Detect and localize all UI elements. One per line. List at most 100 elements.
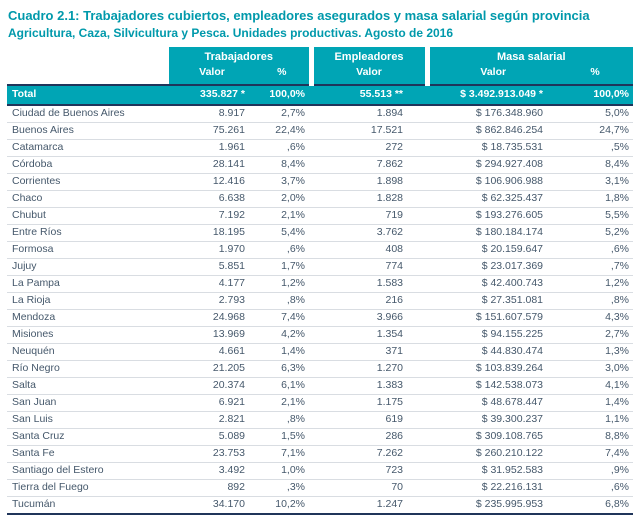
page-subtitle: Agricultura, Caza, Silvicultura y Pesca.… xyxy=(8,25,454,40)
value-cell: 10,2% xyxy=(255,496,312,515)
value-cell: 5,0% xyxy=(557,104,634,123)
value-cell: $ 106.906.988 xyxy=(427,173,558,191)
value-cell: 723 xyxy=(311,462,428,480)
value-cell: ,8% xyxy=(255,411,312,429)
value-cell: 1,2% xyxy=(557,275,634,293)
value-cell: 24.968 xyxy=(169,309,255,327)
value-cell: 408 xyxy=(311,241,428,259)
value-cell: $ 142.538.073 xyxy=(427,377,558,395)
value-cell: 1,0% xyxy=(255,462,312,480)
value-cell: ,8% xyxy=(255,292,312,310)
province-cell: Tierra del Fuego xyxy=(7,479,169,497)
value-cell: 1.970 xyxy=(169,241,255,259)
value-cell: 13.969 xyxy=(169,326,255,344)
value-cell: $ 62.325.437 xyxy=(427,190,558,208)
value-cell: 1,7% xyxy=(255,258,312,276)
value-cell: 2,7% xyxy=(557,326,634,344)
value-cell: 5.089 xyxy=(169,428,255,446)
value-cell: 3,7% xyxy=(255,173,312,191)
value-cell: $ 180.184.174 xyxy=(427,224,558,242)
value-cell: 286 xyxy=(311,428,428,446)
value-cell: 1.894 xyxy=(311,104,428,123)
table-row: Río Negro 21.205 6,3% 1.270 $ 103.839.264 3,0… xyxy=(7,360,634,378)
value-cell: $ 309.108.765 xyxy=(427,428,558,446)
column-header-masa-pct: % xyxy=(557,64,634,85)
value-cell: 6,8% xyxy=(557,496,634,515)
value-cell: 2,0% xyxy=(255,190,312,208)
province-cell: Tucumán xyxy=(7,496,169,515)
table-body: Total 335.827 * 100,0% 55.513 ** $ 3.492… xyxy=(7,83,634,515)
value-cell: $ 193.276.605 xyxy=(427,207,558,225)
value-cell: ,6% xyxy=(255,139,312,157)
province-subheader-blank xyxy=(7,64,169,85)
value-cell: 3,0% xyxy=(557,360,634,378)
value-cell: ,7% xyxy=(557,258,634,276)
table-row: San Juan 6.921 2,1% 1.175 $ 48.678.447 1,4% xyxy=(7,394,634,412)
table-row: Santa Cruz 5.089 1,5% 286 $ 309.108.765 8,8% xyxy=(7,428,634,446)
province-cell: Chaco xyxy=(7,190,169,208)
value-cell: 24,7% xyxy=(557,122,634,140)
table-row: Jujuy 5.851 1,7% 774 $ 23.017.369,7% xyxy=(7,258,634,276)
value-cell: 3.966 xyxy=(311,309,428,327)
value-cell: ,3% xyxy=(255,479,312,497)
value-cell: $ 260.210.122 xyxy=(427,445,558,463)
column-header-trabajadores-valor: Valor xyxy=(169,64,255,85)
province-cell: Corrientes xyxy=(7,173,169,191)
value-cell: 1,4% xyxy=(255,343,312,361)
total-row: Total 335.827 * 100,0% 55.513 ** $ 3.492… xyxy=(7,83,634,106)
province-cell: Río Negro xyxy=(7,360,169,378)
group-header-masa-salarial: Masa salarial xyxy=(424,46,634,65)
table-row: Formosa 1.970,6% 408 $ 20.159.647,6% xyxy=(7,241,634,259)
value-cell: ,6% xyxy=(557,241,634,259)
value-cell: $ 176.348.960 xyxy=(427,104,558,123)
province-cell: Santa Cruz xyxy=(7,428,169,446)
value-cell: ,6% xyxy=(557,479,634,497)
total-trabajadores-pct: 100,0% xyxy=(255,83,312,106)
province-header-blank xyxy=(7,46,169,65)
value-cell: 1.354 xyxy=(311,326,428,344)
value-cell: 6,1% xyxy=(255,377,312,395)
value-cell: 8,4% xyxy=(255,156,312,174)
value-cell: 8,8% xyxy=(557,428,634,446)
value-cell: $ 294.927.408 xyxy=(427,156,558,174)
column-header-empleadores-valor: Valor xyxy=(308,64,428,85)
value-cell: 272 xyxy=(311,139,428,157)
value-cell: 1.961 xyxy=(169,139,255,157)
value-cell: 1,8% xyxy=(557,190,634,208)
value-cell: 216 xyxy=(311,292,428,310)
value-cell: 22,4% xyxy=(255,122,312,140)
value-cell: 892 xyxy=(169,479,255,497)
value-cell: 1,5% xyxy=(255,428,312,446)
total-empleadores-valor: 55.513 ** xyxy=(311,83,428,106)
value-cell: 3.762 xyxy=(311,224,428,242)
value-cell: 6.921 xyxy=(169,394,255,412)
value-cell: 1,3% xyxy=(557,343,634,361)
value-cell: $ 23.017.369 xyxy=(427,258,558,276)
value-cell: 8.917 xyxy=(169,104,255,123)
value-cell: 7.262 xyxy=(311,445,428,463)
value-cell: $ 44.830.474 xyxy=(427,343,558,361)
value-cell: 7,1% xyxy=(255,445,312,463)
value-cell: $ 42.400.743 xyxy=(427,275,558,293)
table-row: La Rioja 2.793,8% 216 $ 27.351.081,8% xyxy=(7,292,634,310)
value-cell: 21.205 xyxy=(169,360,255,378)
value-cell: ,6% xyxy=(255,241,312,259)
table-row: Tierra del Fuego 892,3% 70 $ 22.216.131,6% xyxy=(7,479,634,497)
table-row: Tucumán 34.170 10,2% 1.247 $ 235.995.953 6,8% xyxy=(7,496,634,515)
value-cell: 70 xyxy=(311,479,428,497)
table-row: Corrientes 12.416 3,7% 1.898 $ 106.906.988 3,… xyxy=(7,173,634,191)
table-row: Córdoba 28.141 8,4% 7.862 $ 294.927.408 8,4% xyxy=(7,156,634,174)
province-cell: Salta xyxy=(7,377,169,395)
province-cell: Catamarca xyxy=(7,139,169,157)
value-cell: 774 xyxy=(311,258,428,276)
value-cell: 1.898 xyxy=(311,173,428,191)
table-row: Entre Ríos 18.195 5,4% 3.762 $ 180.184.174 5,… xyxy=(7,224,634,242)
value-cell: 8,4% xyxy=(557,156,634,174)
sub-header-row: Valor % Valor Valor % xyxy=(7,64,634,85)
value-cell: ,5% xyxy=(557,139,634,157)
value-cell: 2,7% xyxy=(255,104,312,123)
value-cell: 18.195 xyxy=(169,224,255,242)
value-cell: 1.270 xyxy=(311,360,428,378)
value-cell: 34.170 xyxy=(169,496,255,515)
